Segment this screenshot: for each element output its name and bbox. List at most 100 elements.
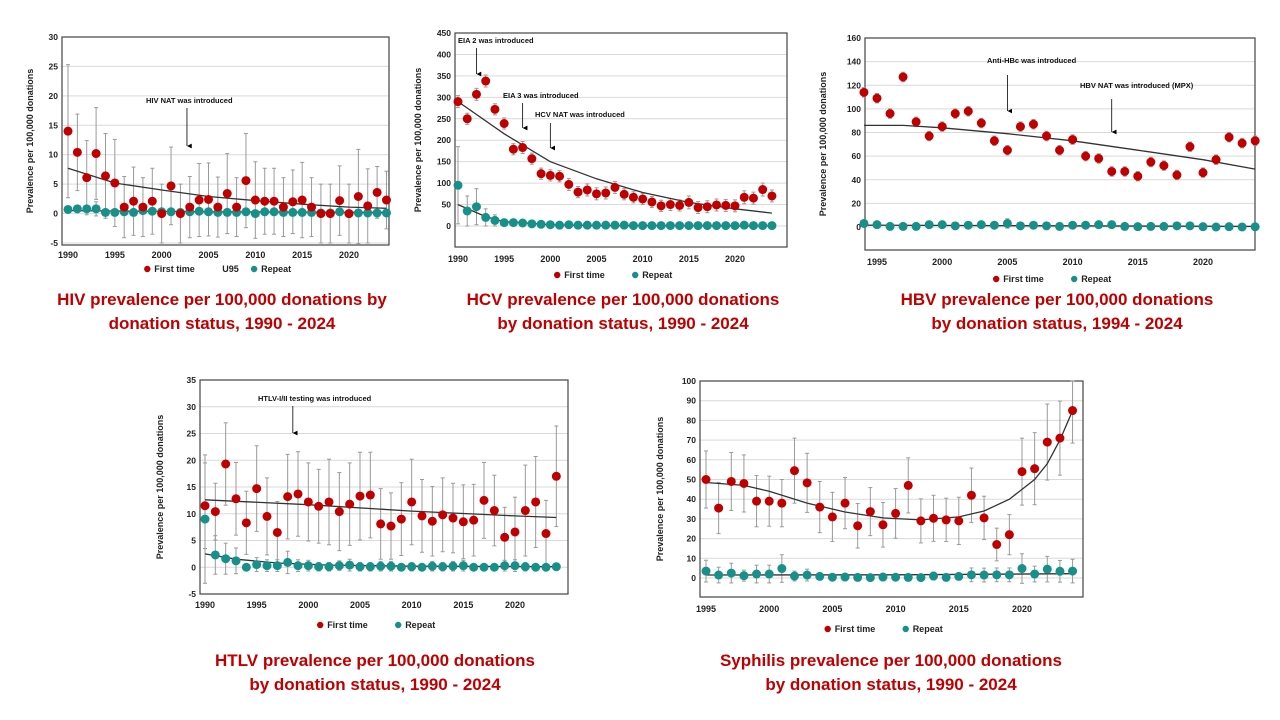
repeat-point — [929, 571, 939, 581]
first-time-point — [1055, 145, 1065, 155]
y-tick-label: 5 — [191, 536, 196, 546]
y-tick-label: 300 — [437, 92, 451, 102]
first-time-point — [63, 126, 73, 136]
repeat-point — [601, 220, 611, 230]
first-time-point — [1172, 170, 1182, 180]
repeat-point — [638, 221, 648, 231]
first-time-point — [802, 478, 812, 488]
htlv-chart-title: HTLV prevalence per 100,000 donations by… — [155, 649, 595, 697]
first-time-point — [510, 527, 520, 537]
first-time-point — [1068, 135, 1078, 145]
repeat-point — [1107, 220, 1117, 230]
first-time-point — [481, 76, 491, 86]
repeat-point — [376, 561, 386, 571]
repeat-point — [827, 572, 837, 582]
first-time-point — [764, 496, 774, 506]
repeat-point — [353, 208, 363, 218]
legend-label: First time — [564, 270, 605, 280]
x-tick-label: 2000 — [152, 250, 172, 260]
first-time-point — [241, 518, 251, 528]
repeat-point — [204, 207, 213, 217]
repeat-point — [551, 562, 561, 572]
htlv-title-line2: by donation status, 1990 - 2024 — [249, 675, 501, 694]
first-time-point — [564, 179, 574, 189]
y-tick-label: 70 — [687, 435, 697, 445]
first-time-point — [241, 176, 251, 186]
legend: First time Repeat — [554, 270, 672, 280]
repeat-point — [628, 221, 638, 231]
y-tick-label: 20 — [687, 534, 697, 544]
annotation-label: HCV NAT was introduced — [535, 110, 625, 119]
first-time-point — [293, 489, 303, 499]
first-time-point — [1224, 132, 1234, 142]
first-time-point — [592, 189, 601, 199]
first-time-point — [941, 515, 951, 525]
first-time-trend-line — [864, 124, 1256, 170]
first-time-point — [684, 197, 694, 207]
annotation-label: EIA 3 was introduced — [503, 91, 579, 100]
repeat-point — [448, 561, 458, 571]
first-time-trend-line — [705, 410, 1074, 521]
first-time-point — [903, 480, 913, 490]
first-time-point — [297, 195, 307, 205]
repeat-point — [1028, 220, 1038, 230]
first-time-point — [303, 497, 313, 507]
repeat-point — [950, 221, 960, 231]
legend-label: Repeat — [642, 270, 672, 280]
y-tick-label: 10 — [187, 509, 197, 519]
repeat-point — [1224, 222, 1234, 232]
first-time-point — [272, 527, 282, 537]
repeat-point — [1250, 222, 1260, 232]
first-time-point — [221, 459, 231, 469]
first-time-point — [541, 529, 551, 539]
y-tick-label: 10 — [49, 150, 59, 160]
first-time-point — [1015, 122, 1025, 132]
first-time-point — [479, 495, 489, 505]
first-time-point — [138, 202, 148, 212]
repeat-point — [989, 220, 999, 230]
repeat-point — [500, 561, 510, 571]
repeat-point — [260, 207, 270, 217]
repeat-point — [147, 206, 157, 216]
repeat-point — [231, 556, 241, 566]
first-time-point — [345, 499, 355, 509]
first-time-point — [815, 502, 825, 512]
first-time-point — [992, 540, 1002, 550]
x-tick-label: 1995 — [247, 600, 267, 610]
repeat-point — [721, 221, 731, 231]
repeat-point — [334, 561, 344, 571]
repeat-point — [911, 221, 921, 231]
y-tick-label: 150 — [437, 157, 451, 167]
first-time-point — [545, 170, 555, 180]
first-time-trend-line — [204, 499, 557, 519]
hiv-chart-title: HIV prevalence per 100,000 donations by … — [2, 288, 442, 336]
legend-label: Repeat — [1081, 274, 1111, 284]
first-time-point — [739, 192, 749, 202]
legend-label: First time — [835, 624, 876, 634]
y-axis-label: Prevalence per 100,000 donations — [818, 72, 828, 217]
repeat-point — [335, 207, 345, 217]
repeat-legend-marker — [250, 265, 258, 273]
repeat-point — [1004, 570, 1014, 580]
annotation-label: HBV NAT was introduced (MPX) — [1080, 81, 1194, 90]
x-tick-label: 2005 — [822, 604, 842, 614]
annotation-label: HIV NAT was introduced — [146, 96, 233, 105]
repeat-point — [1146, 221, 1156, 231]
y-axis-label: Prevalence per 100,000 donations — [155, 415, 165, 560]
first-time-point — [458, 517, 468, 527]
hbv-chart-title: HBV prevalence per 100,000 donations by … — [837, 288, 1277, 336]
repeat-point — [898, 221, 908, 231]
repeat-point — [527, 219, 537, 229]
y-tick-label: 60 — [852, 151, 862, 161]
first-time-point — [619, 189, 629, 199]
repeat-point — [129, 207, 139, 217]
repeat-point — [396, 562, 406, 572]
first-time-point — [231, 494, 241, 504]
y-tick-label: 350 — [437, 71, 451, 81]
y-tick-label: 80 — [687, 415, 697, 425]
y-tick-label: 15 — [187, 482, 197, 492]
repeat-point — [1120, 221, 1130, 231]
first-time-point — [520, 506, 530, 516]
y-tick-label: 400 — [437, 49, 451, 59]
